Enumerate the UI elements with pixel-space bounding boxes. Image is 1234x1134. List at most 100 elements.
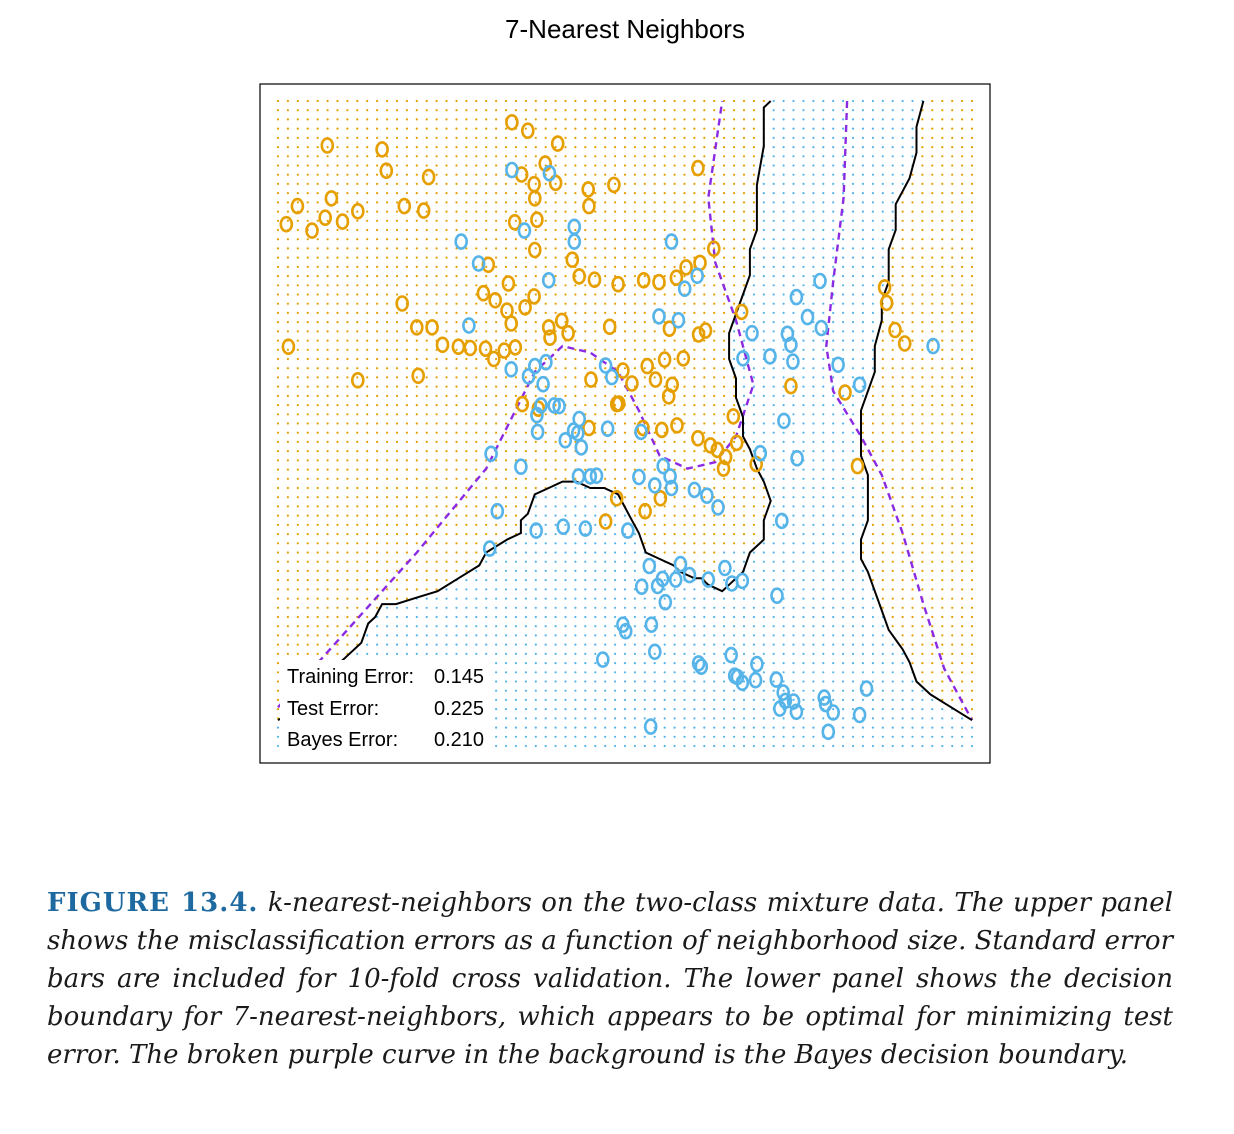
data-point-blue (821, 723, 836, 741)
data-point-blue (668, 571, 683, 588)
data-point-orange (877, 279, 892, 296)
data-point-orange (320, 137, 335, 154)
data-point-orange (501, 275, 516, 292)
data-point-blue (534, 397, 548, 414)
training-points (279, 114, 940, 741)
data-point-orange (734, 303, 749, 321)
data-point-blue (634, 578, 649, 596)
data-point-blue (790, 449, 804, 467)
data-point-blue (462, 317, 476, 334)
training-error-value: 0.145 (434, 666, 484, 688)
data-point-blue (786, 353, 800, 370)
knn-boundary (277, 100, 973, 722)
data-point-blue (539, 353, 553, 371)
data-point-blue (598, 357, 613, 374)
data-point-orange (395, 295, 410, 312)
data-point-blue (753, 444, 768, 462)
data-point-orange (527, 241, 542, 259)
data-point-blue (800, 308, 815, 326)
data-point-orange (350, 371, 365, 389)
data-point-orange (318, 209, 333, 226)
data-point-orange (670, 417, 684, 434)
data-point-blue (701, 571, 716, 588)
data-point-blue (817, 689, 832, 706)
data-point-orange (648, 371, 663, 388)
data-point-orange (703, 437, 718, 454)
data-point-orange (879, 294, 894, 312)
data-point-blue (690, 267, 705, 285)
knn-plot: Training Error: 0.145 Test Error: 0.225 … (259, 83, 991, 764)
data-point-orange (527, 175, 541, 193)
test-error-value: 0.225 (434, 698, 484, 720)
data-point-orange (638, 502, 652, 520)
data-point-orange (661, 388, 676, 405)
class-grid-dots (276, 99, 974, 748)
data-point-blue (604, 368, 619, 386)
data-point-blue (484, 445, 498, 463)
data-point-blue (571, 468, 586, 485)
data-point-blue (769, 671, 784, 688)
data-point-blue (687, 481, 702, 499)
data-point-orange (505, 114, 519, 131)
bayes-boundary (277, 100, 974, 721)
data-point-orange (582, 419, 596, 437)
data-point-orange (636, 271, 651, 289)
data-point-blue (673, 555, 688, 573)
data-point-blue (578, 520, 593, 537)
data-point-orange (679, 259, 693, 276)
data-point-orange (657, 351, 672, 368)
data-point-blue (620, 522, 635, 539)
data-point-orange (850, 457, 865, 475)
data-point-blue (664, 233, 679, 250)
data-point-blue (774, 512, 789, 530)
data-point-blue (454, 233, 469, 250)
data-point-orange (409, 319, 424, 336)
data-point-blue (521, 368, 536, 385)
data-point-blue (711, 499, 725, 516)
data-point-blue (504, 360, 519, 378)
figure-label: FIGURE 13.4. (47, 888, 259, 918)
data-point-blue (831, 356, 845, 374)
data-point-blue (926, 337, 940, 355)
data-point-orange (425, 319, 439, 336)
data-point-orange (584, 371, 598, 388)
data-point-blue (542, 164, 557, 182)
data-point-blue (547, 397, 562, 414)
data-point-orange (598, 513, 613, 530)
data-point-orange (530, 211, 544, 228)
data-point-blue (656, 457, 671, 475)
data-point-orange (435, 336, 450, 354)
data-point-orange (504, 315, 519, 332)
data-point-orange (279, 215, 294, 233)
data-point-blue (772, 700, 787, 717)
data-point-blue (583, 468, 598, 485)
data-point-orange (897, 335, 912, 352)
data-point-orange (515, 395, 530, 413)
data-point-orange (520, 122, 535, 139)
data-point-blue (745, 324, 759, 342)
data-point-orange (691, 429, 705, 447)
data-point-blue (658, 593, 673, 611)
data-point-orange (582, 197, 596, 215)
data-point-orange (527, 288, 541, 305)
data-point-blue (567, 218, 582, 236)
data-point-orange (350, 203, 365, 220)
data-point-blue (664, 479, 679, 497)
bayes-boundary-curve (825, 100, 974, 721)
data-point-blue (789, 703, 804, 721)
data-point-blue (859, 680, 874, 697)
data-point-blue (482, 540, 497, 557)
data-point-blue (650, 577, 665, 595)
data-point-orange (784, 377, 798, 395)
data-point-orange (476, 284, 491, 302)
data-point-orange (602, 318, 617, 336)
data-point-orange (611, 395, 626, 412)
knn-boundary-curve (860, 100, 973, 722)
data-point-blue (643, 718, 658, 735)
data-point-blue (813, 272, 827, 290)
data-point-orange (554, 312, 569, 330)
data-point-orange (397, 197, 412, 215)
data-point-orange (654, 421, 669, 439)
data-point-blue (529, 522, 544, 539)
data-point-orange (541, 319, 556, 336)
